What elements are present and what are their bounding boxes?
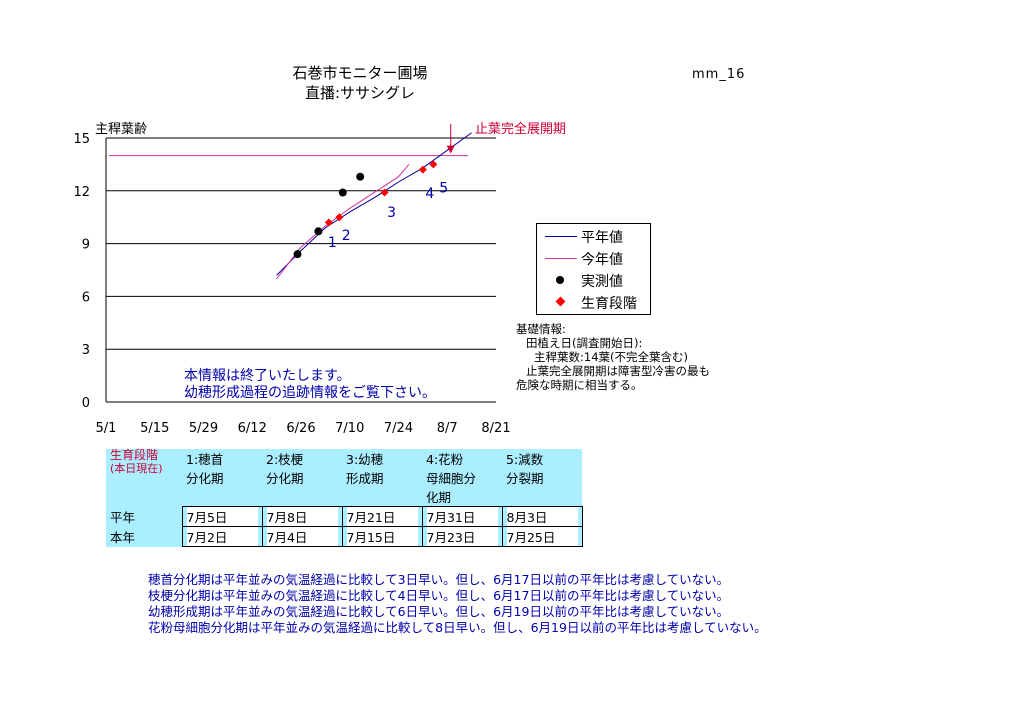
legend-item-measured: 実測値 — [537, 269, 650, 291]
series-line — [276, 164, 410, 280]
stage-date: 7月25日 — [501, 526, 583, 547]
stage-table: 生育段階 (本日現在) 1:穂首 分化期 2:枝梗 分化期 3:幼穂 形成期 4:花粉… — [106, 449, 583, 547]
x-tick-label: 5/1 — [96, 421, 117, 436]
stage-number-label: 4 — [425, 186, 434, 202]
legend-dot-icon — [556, 276, 564, 284]
y-tick-label: 12 — [73, 185, 90, 200]
legend-diamond-icon — [555, 296, 566, 307]
stage-header: 1:穂首 分化期 — [182, 449, 262, 507]
y-tick-label: 6 — [82, 290, 90, 305]
stage-date: 7月4日 — [261, 526, 343, 547]
stage-header: 3:幼穂 形成期 — [342, 449, 422, 507]
x-tick-label: 6/12 — [238, 421, 267, 436]
stage-date: 8月3日 — [501, 506, 583, 527]
x-tick-label: 5/29 — [189, 421, 218, 436]
stage-date: 7月5日 — [181, 506, 263, 527]
stage-header: 5:減数 分裂期 — [502, 449, 582, 507]
legend-item-current: 今年値 — [537, 247, 650, 269]
stage-table-header-row: 生育段階 (本日現在) 1:穂首 分化期 2:枝梗 分化期 3:幼穂 形成期 4:花粉… — [106, 449, 582, 507]
note-line: 花粉母細胞分化期は平年並みの気温経過に比較して8日早い。但し、6月19日以前の平… — [148, 620, 767, 635]
y-tick-label: 9 — [82, 238, 90, 253]
annotation-flag-leaf: 止葉完全展開期 — [475, 122, 567, 137]
stage-date: 7月31日 — [421, 506, 503, 527]
stage-row-current: 本年 7月2日 7月4日 7月15日 7月23日 7月25日 — [106, 526, 583, 547]
stage-number-label: 3 — [387, 205, 396, 221]
stage-point — [324, 218, 333, 227]
measured-point — [314, 227, 323, 236]
info-planting-date: 田植え日(調査開始日): — [526, 336, 643, 350]
legend-label: 今年値 — [581, 252, 623, 268]
y-tick-label: 0 — [82, 396, 90, 411]
field-code: mm_16 — [692, 67, 746, 82]
stage-number-label: 5 — [439, 181, 448, 197]
chart-title: 石巻市モニター圃場 — [292, 64, 428, 82]
x-tick-label: 7/10 — [335, 421, 364, 436]
info-note: 危険な時期に相当する。 — [516, 378, 643, 392]
legend-line-current — [545, 258, 577, 259]
basic-info: 基礎情報: 田植え日(調査開始日): 主稈葉数:14葉(不完全葉含む) 止葉完全… — [516, 322, 710, 392]
note-line: 穂首分化期は平年並みの気温経過に比較して3日早い。但し、6月17日以前の平年比は… — [148, 572, 730, 587]
notice-line: 幼穂形成過程の追跡情報をご覧下さい。 — [184, 385, 436, 401]
x-tick-label: 6/26 — [286, 421, 315, 436]
y-tick-label: 15 — [73, 132, 90, 147]
stage-table-corner: 生育段階 (本日現在) — [106, 449, 182, 507]
annotation-arrowhead — [446, 145, 455, 154]
y-axis-label: 主稈葉齢 — [95, 122, 148, 137]
stage-header: 4:花粉 母細胞分 化期 — [422, 449, 502, 507]
stage-date: 7月8日 — [261, 506, 343, 527]
legend-line-normal — [545, 236, 577, 237]
info-heading: 基礎情報: — [516, 322, 566, 336]
stage-point — [418, 165, 427, 174]
stage-point — [335, 213, 344, 222]
legend: 平年値 今年値 実測値 生育段階 — [536, 223, 651, 315]
x-tick-label: 8/7 — [437, 421, 458, 436]
note-line: 枝梗分化期は平年並みの気温経過に比較して4日早い。但し、6月17日以前の平年比は… — [148, 588, 730, 603]
row-label: 本年 — [106, 526, 182, 547]
stage-number-label: 2 — [342, 228, 351, 244]
x-tick-label: 5/15 — [140, 421, 169, 436]
legend-item-stage: 生育段階 — [537, 291, 650, 313]
stage-date: 7月2日 — [181, 526, 263, 547]
legend-label: 実測値 — [581, 274, 623, 290]
stage-point — [380, 188, 389, 197]
stage-point — [429, 160, 438, 169]
y-tick-label: 3 — [82, 343, 90, 358]
x-tick-label: 8/21 — [481, 421, 510, 436]
stage-date: 7月21日 — [341, 506, 423, 527]
info-note: 止葉完全展開期は障害型冷害の最も — [526, 364, 710, 378]
measured-point — [356, 172, 365, 181]
measured-point — [293, 250, 302, 259]
stage-number-label: 1 — [328, 235, 337, 251]
legend-label: 生育段階 — [581, 296, 637, 312]
measured-point — [338, 188, 347, 197]
note-line: 幼穂形成期は平年並みの気温経過に比較して6日早い。但し、6月19日以前の平年比は… — [148, 604, 730, 619]
chart-subtitle: 直播:ササシグレ — [304, 84, 416, 102]
stage-row-normal: 平年 7月5日 7月8日 7月21日 7月31日 8月3日 — [106, 506, 583, 527]
end-notice: 本情報は終了いたします。 幼穂形成過程の追跡情報をご覧下さい。 — [184, 368, 436, 402]
comparison-notes: 穂首分化期は平年並みの気温経過に比較して3日早い。但し、6月17日以前の平年比は… — [148, 572, 767, 636]
stage-date: 7月23日 — [421, 526, 503, 547]
notice-line: 本情報は終了いたします。 — [184, 368, 351, 384]
x-tick-label: 7/24 — [384, 421, 413, 436]
row-label: 平年 — [106, 506, 182, 527]
stage-header: 2:枝梗 分化期 — [262, 449, 342, 507]
stage-date: 7月15日 — [341, 526, 423, 547]
series-line — [276, 132, 472, 276]
legend-label: 平年値 — [581, 230, 623, 246]
info-leaf-count: 主稈葉数:14葉(不完全葉含む) — [534, 350, 688, 364]
legend-item-normal: 平年値 — [537, 225, 650, 247]
